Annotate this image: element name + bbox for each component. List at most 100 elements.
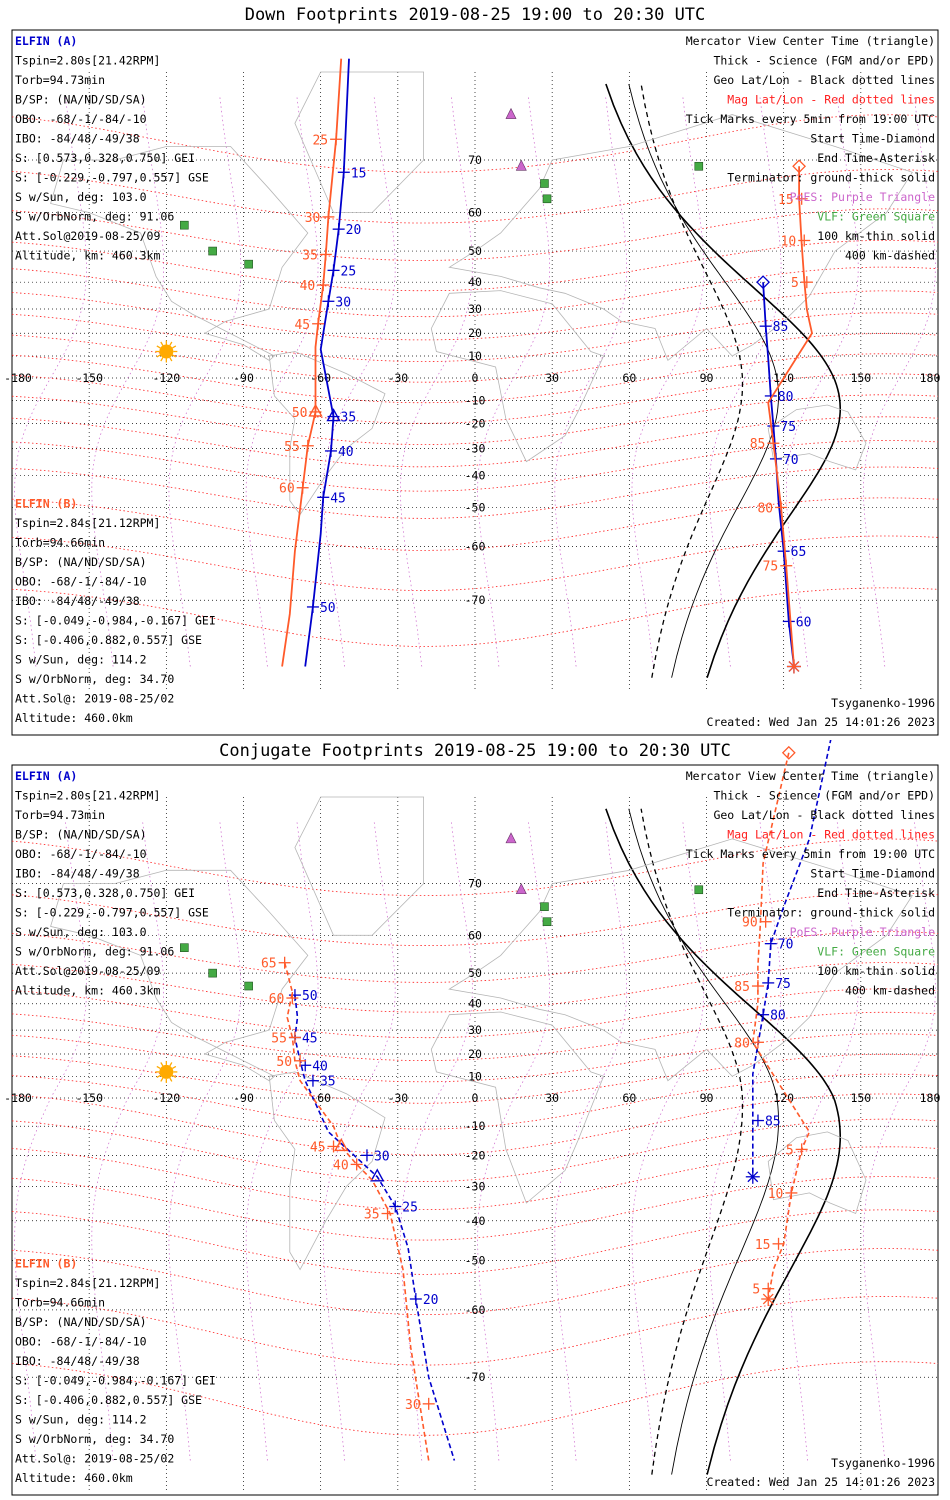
tick-time-label: 35: [302, 248, 318, 263]
footprint-line: [281, 58, 343, 667]
legend-entry: VLF: Green Square: [817, 210, 935, 224]
tick-time-label: 15: [351, 166, 367, 181]
tick-time-label: 40: [333, 1158, 349, 1173]
elfin-a-info-line: S: [0.573,0.328,0.750] GEI: [15, 151, 195, 165]
lat-tick-label: -10: [465, 393, 486, 407]
lon-tick-label: -30: [387, 371, 408, 385]
elfin-a-track: 15 20 25 30 35 40 45 50: [304, 58, 367, 667]
conjugate-footprints-map: -180 -150 -120 -90 -60 -30 0 30 60 90 120 150 180 70 6…: [4, 740, 940, 1496]
elfin-b-info-line: S: [-0.049,-0.984,-0.167] GEI: [15, 1374, 216, 1388]
mag-meridian: [91, 94, 165, 667]
tick-time-label: 30: [374, 1149, 390, 1164]
mag-meridian: [477, 819, 550, 1461]
mag-meridian: [785, 819, 859, 1461]
tick-time-label: 45: [310, 1140, 326, 1155]
footprint-line: [751, 752, 811, 1300]
tick-time-label: 55: [284, 440, 300, 455]
sun-icon: [159, 344, 174, 359]
mag-parallel: [11, 1146, 939, 1210]
sun-icon: [159, 1064, 174, 1079]
tick-time-label: 20: [423, 1293, 439, 1308]
tick-time-label: 25: [312, 133, 328, 148]
lon-tick-label: 30: [545, 1091, 559, 1105]
footprint-line: [283, 962, 430, 1461]
elfin-a-info-line: Altitude, km: 460.3km: [15, 249, 160, 263]
lon-tick-label: -120: [152, 371, 180, 385]
terminator-ground: [605, 83, 841, 678]
model-label: Tsyganenko-1996: [831, 1456, 935, 1470]
end-asterisk-icon: [747, 1171, 759, 1183]
continent: [268, 1071, 386, 1271]
lat-tick-label: -30: [465, 1179, 486, 1193]
elfin-b-track: 15 10 5 85 80 75: [750, 159, 813, 674]
tick-time-label: 80: [757, 501, 773, 516]
tick-time-label: 40: [312, 1059, 328, 1074]
lon-tick-label: -90: [233, 371, 254, 385]
lon-tick-label: -180: [4, 371, 32, 385]
vlf-square-icon: [208, 246, 217, 256]
mag-meridian: [554, 94, 628, 667]
plot-frame: [11, 764, 939, 1496]
end-asterisk-icon: [762, 1293, 774, 1305]
elfin-b-info-line: B/SP: (NA/ND/SD/SA): [15, 555, 147, 569]
geo-grid: [12, 72, 938, 690]
lat-tick-label: -10: [465, 1119, 486, 1133]
center-time-triangle-icon: [308, 403, 323, 417]
axis-ticks: -180 -150 -120 -90 -60 -30 0 30 60 90 120 150 180 70 6…: [4, 877, 940, 1385]
footprint-line: [752, 740, 832, 1177]
legend-entry: Mercator View Center Time (triangle): [686, 34, 935, 48]
created-label: Created: Wed Jan 25 14:01:26 2023: [707, 1475, 936, 1489]
tick-time-label: 50: [292, 406, 308, 421]
sun-ray: [160, 357, 164, 362]
footprint-line: [762, 282, 795, 667]
lat-tick-label: 60: [468, 928, 482, 942]
tick-time-label: 30: [305, 211, 321, 226]
tick-time-label: 50: [302, 989, 318, 1004]
vlf-square-icon: [540, 179, 549, 188]
sun-ray: [169, 1062, 173, 1067]
mag-meridian: [322, 819, 396, 1461]
legend-entry: Thick - Science (FGM and/or EPD): [713, 54, 935, 68]
continent: [50, 146, 309, 361]
lat-tick-label: 70: [468, 153, 482, 167]
down-footprints-map: -180 -150 -120 -90 -60 -30 0 30 60 90 120 150 180706…: [4, 29, 940, 736]
elfin-b-info-line: Torb=94.66min: [15, 536, 105, 550]
center-time-triangle-icon: [370, 1168, 385, 1182]
tick-time-label: 45: [294, 318, 310, 333]
tick-time-label: 35: [364, 1208, 380, 1223]
lon-tick-label: -30: [387, 1091, 408, 1105]
start-diamond-icon: [792, 159, 807, 174]
tick-time-label: 75: [780, 420, 796, 435]
sun-ray: [172, 354, 177, 358]
elfin-a-info-line: S w/Sun, deg: 103.0: [15, 190, 147, 204]
tick-time-label: 35: [320, 1075, 336, 1090]
elfin-a-info-line: OBO: -68/-1/-84/-10: [15, 112, 147, 126]
tick-time-label: 25: [341, 264, 357, 279]
mag-parallel: [11, 1093, 939, 1156]
legend-entry: Start Time-Diamond: [810, 867, 935, 881]
tick-time-label: 70: [783, 453, 799, 468]
lon-tick-label: 60: [622, 1091, 636, 1105]
lat-tick-label: 20: [468, 1047, 482, 1061]
tick-time-label: 10: [781, 234, 797, 249]
tick-time-label: 5: [791, 276, 799, 291]
lon-tick-label: 150: [850, 371, 871, 385]
vlf-square-icon: [244, 259, 253, 269]
continent: [268, 351, 386, 516]
tick-time-label: 5: [786, 1143, 794, 1158]
tick-time-label: 35: [341, 411, 357, 426]
continent: [294, 796, 424, 936]
panel-title: Conjugate Footprints 2019-08-25 19:00 to…: [219, 741, 731, 761]
elfin-b-info-line: Att.Sol@: 2019-08-25/02: [15, 692, 174, 706]
mag-meridian: [400, 819, 473, 1461]
legend-entry: 400 km-dashed: [845, 984, 935, 998]
lat-tick-label: 10: [468, 1069, 482, 1083]
sun-ray: [172, 345, 177, 349]
lat-tick-label: -20: [465, 1148, 486, 1162]
mag-meridian: [168, 94, 242, 667]
model-label: Tsyganenko-1996: [831, 696, 935, 710]
elfin-a-info-line: S: [-0.229,-0.797,0.557] GSE: [15, 171, 209, 185]
sun-ray: [160, 1077, 164, 1082]
vlf-square-icon: [180, 943, 189, 952]
mag-meridian: [863, 819, 936, 1461]
